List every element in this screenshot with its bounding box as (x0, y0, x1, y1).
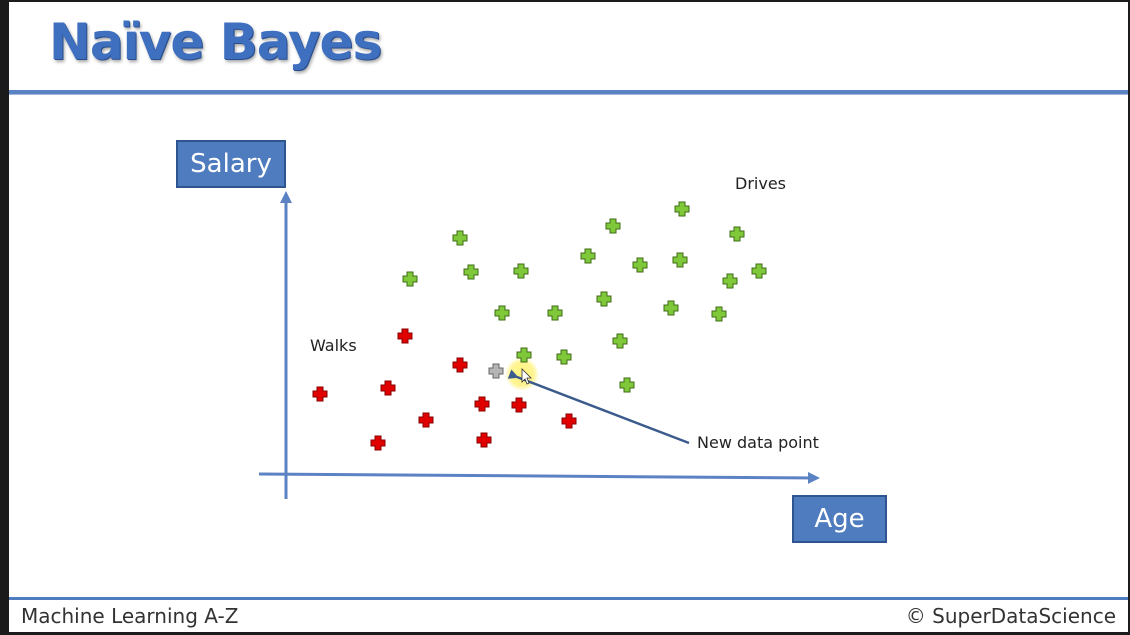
footer-course-name: Machine Learning A-Z (21, 604, 239, 628)
annotation-new-data-point: New data point (697, 433, 819, 452)
data-point-drives (516, 347, 532, 363)
scatter-chart (258, 191, 820, 499)
data-point-walks (474, 396, 490, 412)
data-point-drives (612, 333, 628, 349)
data-point-drives (494, 305, 510, 321)
data-point-walks (476, 432, 492, 448)
slide-title: Naïve Bayes (49, 13, 382, 71)
data-point-walks (397, 328, 413, 344)
data-point-drives (729, 226, 745, 242)
data-point-drives (722, 273, 738, 289)
data-point-drives (619, 377, 635, 393)
data-point-drives (513, 263, 529, 279)
data-point-drives (663, 300, 679, 316)
x-axis-label: Age (792, 495, 887, 543)
data-point-walks (418, 412, 434, 428)
data-point-walks (312, 386, 328, 402)
data-point-drives (547, 305, 563, 321)
data-point-drives (672, 252, 688, 268)
data-point-drives (556, 349, 572, 365)
x-axis (258, 471, 820, 484)
new-point-arrow (507, 369, 690, 445)
data-point-walks (370, 435, 386, 451)
data-point-walks (380, 380, 396, 396)
annotation-drives: Drives (735, 174, 786, 193)
data-point-drives (596, 291, 612, 307)
data-point-drives (751, 263, 767, 279)
data-point-drives (452, 230, 468, 246)
annotation-walks: Walks (310, 336, 357, 355)
footer-divider (9, 597, 1128, 600)
data-point-drives (674, 201, 690, 217)
data-point-drives (463, 264, 479, 280)
footer-copyright: © SuperDataScience (905, 604, 1116, 628)
data-point-drives (580, 248, 596, 264)
data-point-new-data-point (488, 363, 504, 379)
title-divider (9, 90, 1128, 95)
data-point-walks (511, 397, 527, 413)
data-point-drives (632, 257, 648, 273)
y-axis-label: Salary (176, 140, 286, 188)
data-point-drives (605, 218, 621, 234)
data-point-drives (402, 271, 418, 287)
slide: Naïve Bayes Salary Age Drives (9, 2, 1128, 632)
mouse-cursor-icon (521, 368, 532, 385)
data-point-walks (452, 357, 468, 373)
data-point-drives (711, 306, 727, 322)
data-point-walks (561, 413, 577, 429)
